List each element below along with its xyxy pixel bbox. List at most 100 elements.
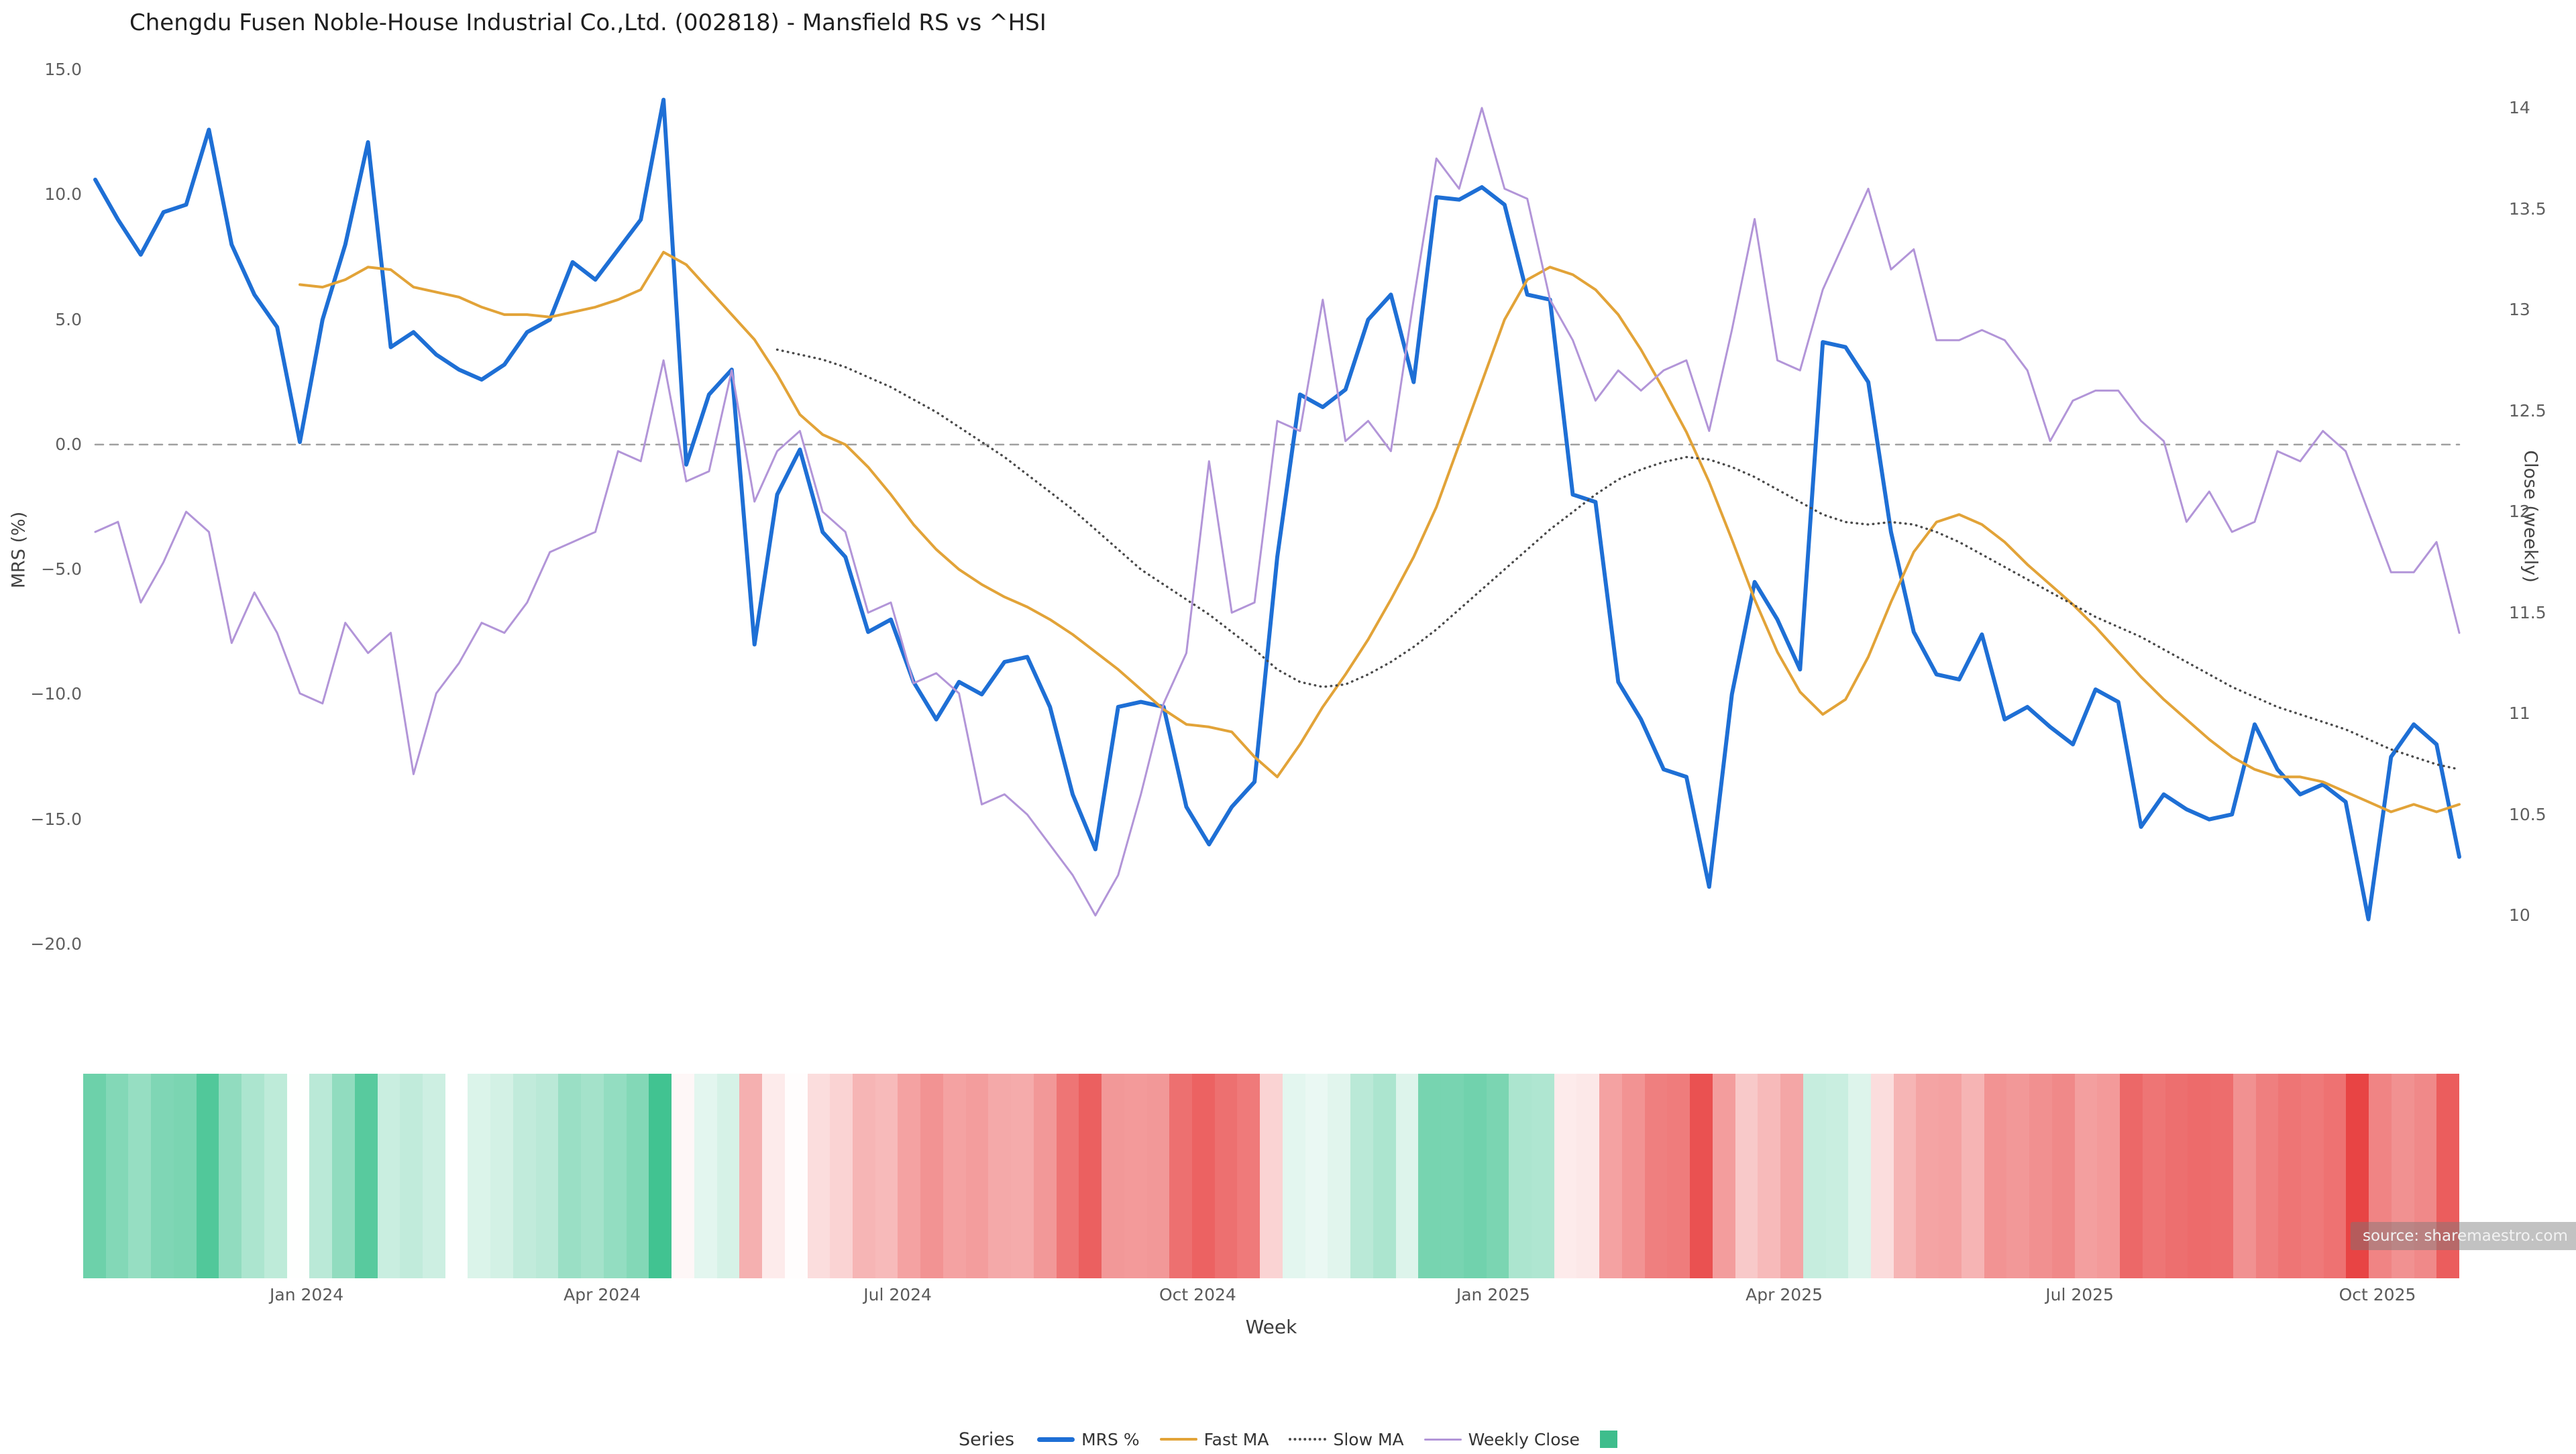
- y-right-tick-label: 13: [2509, 300, 2530, 319]
- heatmap-cell: [2414, 1074, 2437, 1278]
- heatmap-cell: [1690, 1074, 1713, 1278]
- heatmap-cell: [1350, 1074, 1373, 1278]
- heatmap-cell: [2436, 1074, 2460, 1278]
- heatmap-cell: [1260, 1074, 1283, 1278]
- heatmap-cell: [2323, 1074, 2347, 1278]
- heatmap-cell: [920, 1074, 943, 1278]
- y-left-tick-label: −5.0: [41, 559, 82, 579]
- legend-entry: Weekly Close: [1424, 1430, 1580, 1449]
- heatmap-cell: [2029, 1074, 2052, 1278]
- heatmap-cell: [377, 1074, 400, 1278]
- legend-entry: Fast MA: [1159, 1430, 1269, 1449]
- legend-line-sample: [1424, 1438, 1462, 1441]
- legend-line-sample: [1037, 1437, 1075, 1442]
- legend-entry: [1599, 1431, 1617, 1448]
- series-line-weekly-close: [94, 107, 2461, 917]
- heatmap-cell: [1984, 1074, 2007, 1278]
- y-right-tick-label: 10: [2509, 905, 2530, 925]
- heatmap-cell: [151, 1074, 174, 1278]
- heatmap-cell: [173, 1074, 197, 1278]
- heatmap-cell: [830, 1074, 853, 1278]
- heatmap-cell: [1214, 1074, 1238, 1278]
- legend-entry-label: MRS %: [1081, 1429, 1140, 1449]
- legend-heatmap-swatch: [1599, 1431, 1617, 1448]
- heatmap-cell: [1169, 1074, 1192, 1278]
- heatmap-cell: [1033, 1074, 1057, 1278]
- heatmap-cell: [196, 1074, 219, 1278]
- x-tick-label: Oct 2025: [2339, 1285, 2416, 1304]
- legend-entries: MRS % Fast MA Slow MA Weekly Close: [1037, 1430, 1617, 1449]
- heatmap-cell: [2188, 1074, 2211, 1278]
- heatmap-cell: [558, 1074, 582, 1278]
- heatmap-cell: [1373, 1074, 1396, 1278]
- heatmap-cell: [875, 1074, 898, 1278]
- heatmap-cell: [490, 1074, 513, 1278]
- y-right-tick-label: 11.5: [2509, 602, 2546, 622]
- chart-title: Chengdu Fusen Noble-House Industrial Co.…: [129, 9, 1046, 36]
- heatmap-cell: [2074, 1074, 2098, 1278]
- heatmap-cell: [2097, 1074, 2121, 1278]
- heatmap-cell: [1803, 1074, 1826, 1278]
- heatmap-cell: [1780, 1074, 1803, 1278]
- plot-area: [93, 97, 2461, 921]
- heatmap-cell: [2165, 1074, 2188, 1278]
- heatmap-cell: [1644, 1074, 1668, 1278]
- heatmap-cell: [1463, 1074, 1487, 1278]
- heatmap-cell: [1532, 1074, 1554, 1278]
- heatmap-cell: [716, 1074, 740, 1278]
- heatmap-cell: [1056, 1074, 1079, 1278]
- heatmap-cell: [807, 1074, 830, 1278]
- legend-entry-label: Weekly Close: [1468, 1429, 1580, 1449]
- heatmap-cell: [2051, 1074, 2075, 1278]
- heatmap-cell: [626, 1074, 649, 1278]
- heatmap-cell: [762, 1074, 785, 1278]
- legend: Series MRS % Fast MA Slow MA Weekly Close: [0, 1424, 2576, 1454]
- heatmap-cell: [1509, 1074, 1532, 1278]
- x-tick-label: Jan 2024: [270, 1285, 344, 1304]
- y-right-tick-label: 10.5: [2509, 804, 2546, 824]
- heatmap-cell: [1961, 1074, 1984, 1278]
- y-right-tick-label: 12.5: [2509, 400, 2546, 421]
- heatmap-cell: [535, 1074, 559, 1278]
- heatmap-cell: [1328, 1074, 1351, 1278]
- y-left-tick-label: 10.0: [44, 184, 82, 205]
- heatmap-cell: [1554, 1074, 1577, 1278]
- heatmap-cell: [1146, 1074, 1170, 1278]
- heatmap-cell: [649, 1074, 672, 1278]
- y-left-tick-label: 15.0: [44, 60, 82, 79]
- heatmap-cell: [1848, 1074, 1872, 1278]
- y-left-tick-label: −15.0: [30, 809, 82, 829]
- heatmap-cell: [2300, 1074, 2324, 1278]
- heatmap-cell: [784, 1074, 808, 1278]
- x-tick-label: Oct 2024: [1159, 1285, 1236, 1304]
- heatmap-cell: [1011, 1074, 1034, 1278]
- heatmap-cell: [423, 1074, 445, 1278]
- heatmap-cell: [1825, 1074, 1849, 1278]
- legend-line-sample: [1289, 1438, 1327, 1441]
- x-axis-title: Week: [1245, 1316, 1297, 1338]
- heatmap-cell: [1237, 1074, 1260, 1278]
- heatmap-cell: [603, 1074, 627, 1278]
- heatmap-cell: [1124, 1074, 1147, 1278]
- heatmap-cell: [1102, 1074, 1124, 1278]
- x-tick-label: Jul 2024: [863, 1285, 932, 1304]
- heatmap-cell: [2006, 1074, 2030, 1278]
- source-watermark: source: sharemaestro.com: [2351, 1222, 2576, 1250]
- heatmap-cell: [2233, 1074, 2256, 1278]
- y-right-tick-label: 13.5: [2509, 199, 2546, 219]
- heatmap-cell: [1939, 1074, 1962, 1278]
- heatmap-cell: [2369, 1074, 2392, 1278]
- x-tick-label: Apr 2025: [1746, 1285, 1823, 1304]
- heatmap-cell: [241, 1074, 264, 1278]
- legend-entry: Slow MA: [1289, 1430, 1404, 1449]
- heatmap-cell: [1893, 1074, 1917, 1278]
- heatmap-cell: [988, 1074, 1012, 1278]
- legend-line-sample: [1159, 1438, 1197, 1441]
- heatmap-cell: [1599, 1074, 1622, 1278]
- heatmap-cell: [1486, 1074, 1509, 1278]
- heatmap-cell: [105, 1074, 129, 1278]
- heatmap-cell: [1418, 1074, 1442, 1278]
- heatmap-cell: [83, 1074, 106, 1278]
- heatmap-cell: [2120, 1074, 2143, 1278]
